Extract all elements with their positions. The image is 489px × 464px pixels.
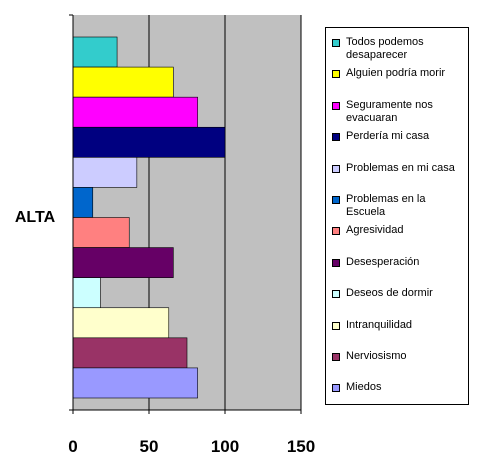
- x-tick-label: 150: [287, 437, 315, 456]
- bar: [72, 337, 188, 369]
- legend-item: Miedos: [332, 381, 466, 394]
- legend-item: Deseos de dormir: [332, 287, 466, 300]
- legend-label: Nerviosismo: [346, 350, 407, 362]
- legend-label: Perdería mi casa: [346, 130, 430, 143]
- legend-item: Todos podemos desaparecer: [332, 36, 466, 62]
- bar: [72, 217, 130, 248]
- legend-label: Intranquilidad: [346, 318, 413, 331]
- legend-item: Problemas en mi casa: [332, 162, 466, 175]
- legend-swatch: [332, 258, 340, 267]
- legend-label: Problemas en la Escuela: [346, 193, 426, 218]
- legend-item: Perdería mi casa: [332, 130, 466, 143]
- x-tick-label: 0: [68, 437, 77, 456]
- bar: [72, 247, 174, 278]
- legend-swatch: [332, 164, 340, 173]
- legend-swatch: [332, 196, 340, 204]
- bar: [72, 66, 174, 98]
- legend-label: Alguien podría morir: [346, 67, 446, 80]
- legend-swatch: [332, 353, 340, 361]
- legend-item: Agresividad: [332, 224, 466, 237]
- legend-item: Problemas en la Escuela: [332, 193, 466, 219]
- x-tick-label: 100: [211, 437, 239, 456]
- legend-swatch: [332, 70, 340, 79]
- legend-label: Seguramente nos evacuaran: [346, 98, 433, 124]
- bar: [72, 277, 101, 309]
- legend-swatch: [332, 227, 340, 236]
- bar: [72, 36, 118, 68]
- legend-label: Problemas en mi casa: [346, 161, 455, 174]
- legend-swatch: [332, 39, 340, 47]
- legend-swatch: [332, 321, 340, 330]
- legend-label: Todos podemos desaparecer: [346, 36, 424, 61]
- category-label: ALTA: [15, 209, 56, 226]
- bar: [72, 307, 170, 339]
- bar: [72, 157, 138, 188]
- legend-swatch: [332, 133, 340, 142]
- legend-label: Deseos de dormir: [346, 287, 433, 300]
- legend-item: Alguien podría morir: [332, 67, 466, 80]
- legend-swatch: [332, 101, 340, 110]
- legend: Todos podemos desaparecer Alguien podría …: [325, 27, 469, 405]
- legend-label: Miedos: [346, 381, 382, 394]
- legend-label: Agresividad: [346, 224, 404, 237]
- x-tick-label: 50: [140, 437, 159, 456]
- legend-swatch: [332, 290, 340, 299]
- legend-item: Seguramente nos evacuaran: [332, 99, 466, 125]
- bar: [72, 126, 226, 158]
- legend-swatch: [332, 384, 340, 393]
- legend-label: Desesperación: [346, 255, 420, 268]
- legend-item: Desesperación: [332, 256, 466, 269]
- legend-item: Intranquilidad: [332, 319, 466, 332]
- legend-item: Nerviosismo: [332, 350, 466, 363]
- bar: [72, 96, 198, 128]
- bar: [72, 187, 94, 218]
- bar: [72, 367, 198, 399]
